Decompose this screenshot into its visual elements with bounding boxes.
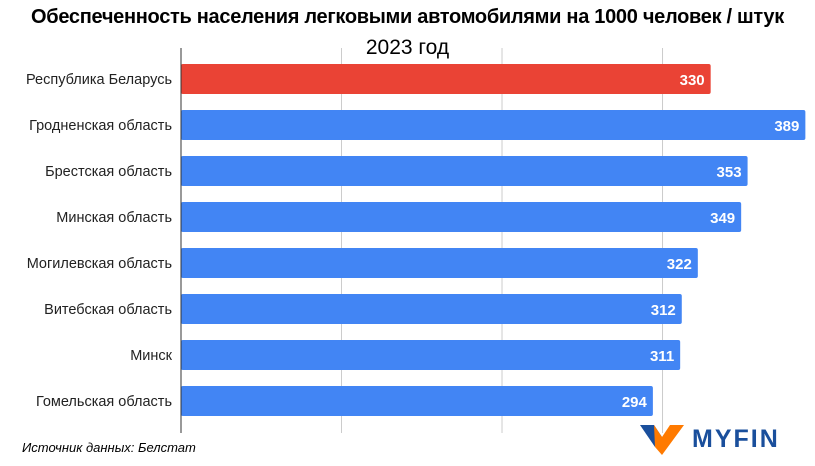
logo-text: MYFIN <box>692 424 780 453</box>
source-note: Источник данных: Белстат <box>22 440 196 455</box>
chart-subtitle: 2023 год <box>365 36 450 59</box>
data-label: 349 <box>710 210 735 227</box>
bar <box>181 340 681 370</box>
bar <box>181 110 806 140</box>
category-label: Брестская область <box>45 164 172 180</box>
category-label: Витебская область <box>44 302 172 318</box>
bar <box>181 156 748 186</box>
bar <box>181 202 742 232</box>
category-label: Гродненская область <box>29 118 172 134</box>
chart-title: Обеспеченность населения легковыми автом… <box>31 6 784 28</box>
category-label: Минск <box>130 348 172 364</box>
category-label: Минская область <box>56 210 172 226</box>
bar <box>181 64 711 94</box>
bar <box>181 294 682 324</box>
category-label: Могилевская область <box>27 256 172 272</box>
data-label: 330 <box>680 72 705 89</box>
category-label: Республика Беларусь <box>26 72 172 88</box>
data-label: 311 <box>650 348 674 365</box>
bar <box>181 248 698 278</box>
data-label: 322 <box>667 256 692 273</box>
myfin-logo-icon <box>640 425 684 455</box>
myfin-logo: MYFIN <box>640 423 780 455</box>
data-label: 312 <box>651 302 676 319</box>
category-label: Гомельская область <box>36 394 172 410</box>
bar <box>181 386 653 416</box>
data-label: 353 <box>717 164 742 181</box>
data-label: 389 <box>774 118 799 135</box>
data-label: 294 <box>622 394 648 411</box>
